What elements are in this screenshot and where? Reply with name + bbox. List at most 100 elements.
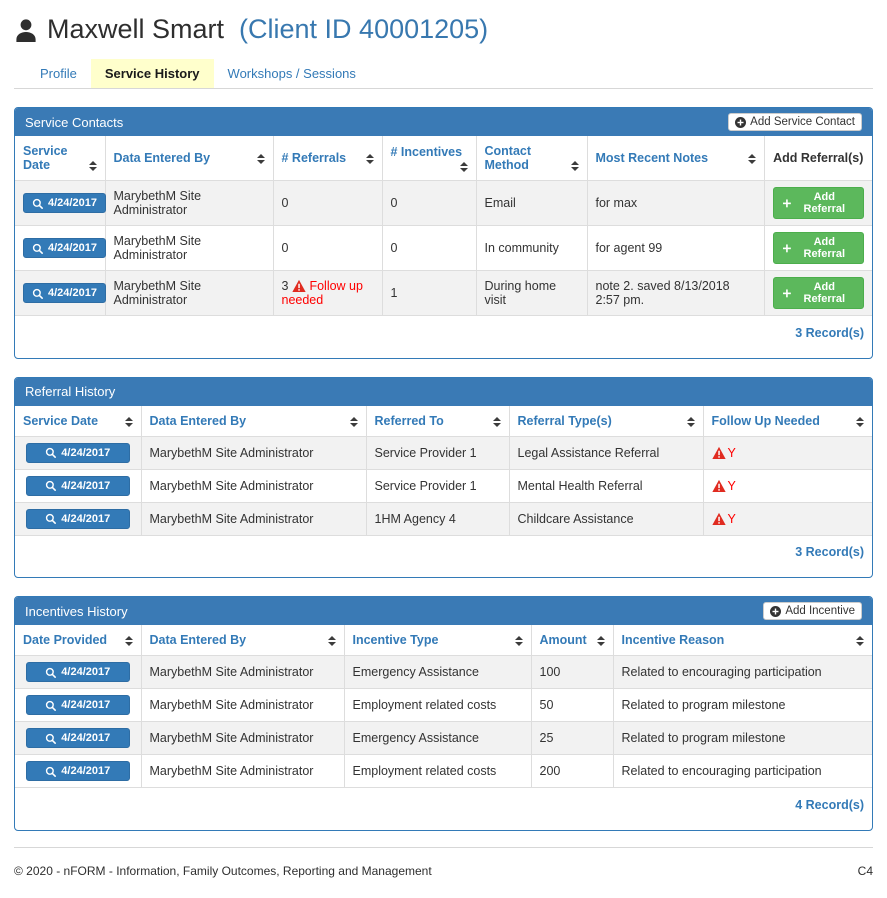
col-date-provided[interactable]: Date Provided — [15, 624, 142, 656]
sort-icon — [492, 416, 501, 427]
page-footer: © 2020 - nFORM - Information, Family Out… — [14, 864, 873, 878]
sort-icon — [124, 636, 133, 646]
warning-icon — [711, 446, 726, 460]
view-incentive-button[interactable]: 4/24/2017 — [25, 761, 130, 781]
col-follow-up-needed[interactable]: Follow Up Needed — [702, 405, 872, 437]
col-referred-to[interactable]: Referred To — [365, 405, 510, 437]
entered-by-cell: MarybethM Site Administrator — [104, 270, 274, 316]
col-data-entered-by[interactable]: Data Entered By — [140, 405, 367, 437]
service-contacts-heading: Service Contacts Add Service Contact — [15, 108, 872, 136]
entered-by-cell: MarybethM Site Administrator — [140, 468, 367, 503]
copyright-text: © 2020 - nFORM - Information, Family Out… — [14, 863, 432, 878]
incentive-type-cell: Emergency Assistance — [343, 721, 532, 755]
incentives-history-table: Date Provided Data Entered By Incentive … — [15, 624, 872, 822]
add-referral-button[interactable]: Add Referral — [772, 187, 864, 219]
record-count: 4 Record(s) — [15, 787, 872, 822]
tab-profile[interactable]: Profile — [40, 66, 77, 81]
view-incentive-button[interactable]: 4/24/2017 — [25, 662, 130, 682]
incentive-reason-cell: Related to program milestone — [612, 688, 872, 722]
col-num-referrals[interactable]: # Referrals — [272, 135, 383, 181]
col-referral-types[interactable]: Referral Type(s) — [508, 405, 704, 437]
record-count-row: 3 Record(s) — [15, 534, 872, 569]
referrals-cell: 0 — [272, 225, 383, 271]
referred-to-cell: Service Provider 1 — [365, 468, 510, 503]
sort-icon — [327, 636, 336, 646]
referral-type-cell: Mental Health Referral — [508, 468, 704, 503]
referral-history-table: Service Date Data Entered By Referred To… — [15, 405, 872, 569]
tab-service-history[interactable]: Service History — [90, 59, 214, 88]
view-service-contact-button[interactable]: 4/24/2017 — [23, 238, 106, 258]
add-incentive-button[interactable]: Add Incentive — [763, 602, 862, 620]
followup-needed-label: Follow up needed — [281, 279, 363, 307]
col-num-incentives[interactable]: # Incentives — [381, 135, 477, 181]
view-referral-button[interactable]: 4/24/2017 — [25, 442, 130, 463]
referral-type-cell: Legal Assistance Referral — [508, 435, 704, 470]
sort-icon — [256, 154, 265, 164]
referral-history-heading: Referral History — [15, 377, 872, 406]
entered-by-cell: MarybethM Site Administrator — [140, 655, 345, 689]
col-amount[interactable]: Amount — [530, 624, 614, 656]
entered-by-cell: MarybethM Site Administrator — [140, 435, 367, 470]
col-most-recent-notes[interactable]: Most Recent Notes — [586, 135, 765, 181]
col-data-entered-by[interactable]: Data Entered By — [140, 624, 345, 656]
incentive-reason-cell: Related to encouraging participation — [612, 655, 872, 689]
sort-icon — [365, 154, 374, 164]
footer-divider — [14, 846, 873, 848]
table-row: 4/24/2017 MarybethM Site Administrator 1… — [15, 501, 872, 536]
table-row: 4/24/2017 MarybethM Site Administrator E… — [15, 655, 872, 689]
view-incentive-button[interactable]: 4/24/2017 — [25, 728, 130, 748]
col-data-entered-by[interactable]: Data Entered By — [104, 135, 274, 181]
incentives-cell: 0 — [381, 180, 477, 226]
referred-to-cell: 1HM Agency 4 — [365, 501, 510, 536]
entered-by-cell: MarybethM Site Administrator — [104, 180, 274, 226]
col-service-date[interactable]: Service Date — [15, 405, 142, 437]
amount-cell: 25 — [530, 721, 614, 755]
follow-up-cell: Y — [702, 468, 872, 503]
amount-cell: 50 — [530, 688, 614, 722]
entered-by-cell: MarybethM Site Administrator — [140, 688, 345, 722]
sort-icon — [747, 154, 756, 164]
plus-circle-icon — [735, 116, 747, 128]
view-service-contact-button[interactable]: 4/24/2017 — [23, 283, 106, 303]
table-row: 4/24/2017 MarybethM Site Administrator 0… — [15, 180, 872, 226]
col-incentive-type[interactable]: Incentive Type — [343, 624, 532, 656]
person-icon — [14, 17, 38, 43]
add-referral-button[interactable]: Add Referral — [772, 277, 864, 309]
warning-icon — [711, 512, 726, 526]
service-contacts-panel: Service Contacts Add Service Contact Ser… — [14, 107, 873, 359]
col-service-date[interactable]: Service Date — [15, 135, 106, 181]
tab-workshops-sessions[interactable]: Workshops / Sessions — [227, 66, 356, 81]
table-row: 4/24/2017 MarybethM Site Administrator 0… — [15, 225, 872, 271]
col-contact-method[interactable]: Contact Method — [475, 135, 588, 181]
record-count: 3 Record(s) — [15, 315, 872, 350]
view-referral-button[interactable]: 4/24/2017 — [25, 508, 130, 529]
table-row: 4/24/2017 MarybethM Site Administrator S… — [15, 435, 872, 470]
referral-type-cell: Childcare Assistance — [508, 501, 704, 536]
table-row: 4/24/2017 MarybethM Site Administrator E… — [15, 688, 872, 722]
view-referral-button[interactable]: 4/24/2017 — [25, 475, 130, 496]
incentives-cell: 1 — [381, 270, 477, 316]
referrals-cell: 3 Follow up needed — [272, 270, 383, 316]
sort-icon — [124, 416, 133, 427]
entered-by-cell: MarybethM Site Administrator — [140, 721, 345, 755]
notes-cell: for max — [586, 180, 765, 226]
follow-up-cell: Y — [702, 435, 872, 470]
notes-cell: for agent 99 — [586, 225, 765, 271]
add-incentive-label: Add Incentive — [785, 605, 855, 617]
add-referral-button[interactable]: Add Referral — [772, 232, 864, 264]
add-service-contact-label: Add Service Contact — [750, 116, 855, 128]
table-row: 4/24/2017 MarybethM Site Administrator S… — [15, 468, 872, 503]
tab-bar: Profile Service History Workshops / Sess… — [14, 59, 873, 89]
col-add-referrals: Add Referral(s) — [763, 135, 872, 181]
notes-cell: note 2. saved 8/13/2018 2:57 pm. — [586, 270, 765, 316]
table-row: 4/24/2017 MarybethM Site Administrator E… — [15, 721, 872, 755]
view-incentive-button[interactable]: 4/24/2017 — [25, 695, 130, 715]
col-incentive-reason[interactable]: Incentive Reason — [612, 624, 872, 656]
sort-icon — [856, 416, 864, 427]
referral-history-panel: Referral History Service Date Data Enter… — [14, 376, 873, 578]
add-service-contact-button[interactable]: Add Service Contact — [728, 113, 862, 131]
referred-to-cell: Service Provider 1 — [365, 435, 510, 470]
view-service-contact-button[interactable]: 4/24/2017 — [23, 193, 106, 213]
client-header: Maxwell Smart (Client ID 40001205) — [14, 14, 873, 45]
